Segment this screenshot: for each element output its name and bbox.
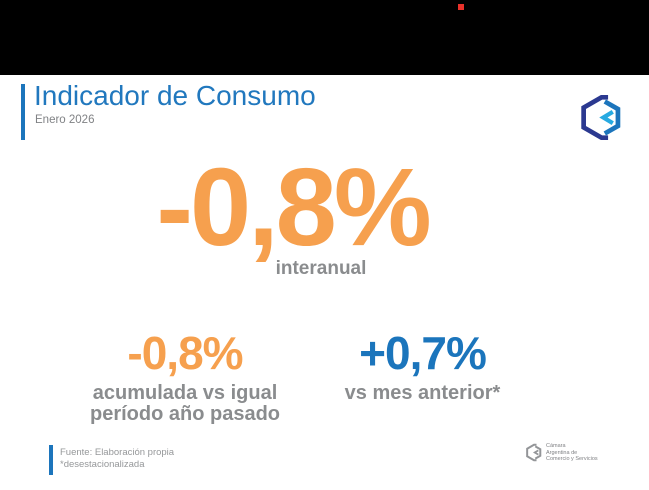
stat-accumulated-label-line1: acumulada vs igual: [92, 382, 278, 404]
stat-monthly: +0,7% vs mes anterior*: [310, 330, 535, 404]
stat-accumulated-label: acumulada vs igual período año pasado: [50, 383, 320, 425]
footer-source: Fuente: Elaboración propia *desestaciona…: [60, 447, 174, 471]
page-title: Indicador de Consumo: [34, 80, 316, 111]
stat-accumulated-value: -0,8%: [127, 327, 243, 379]
title-accent-bar: [21, 84, 25, 140]
main-kpi-value: -0,8%: [156, 146, 431, 269]
stat-monthly-label: vs mes anterior*: [344, 382, 501, 404]
footer-logo-line1: Cámara: [546, 443, 566, 449]
stat-monthly-value: +0,7%: [359, 327, 487, 379]
footer-source-line1: Fuente: Elaboración propia: [60, 447, 175, 458]
footer-logo-line2: Argentina de: [546, 449, 578, 456]
cac-logo-icon: [578, 94, 625, 141]
footer-logo-line3: Comercio y Servicios: [546, 456, 598, 462]
cac-logo-gray-icon: [526, 444, 542, 462]
footer-accent-bar: [49, 445, 53, 475]
footer-source-line2: *desestacionalizada: [60, 459, 145, 470]
stat-accumulated: -0,8% acumulada vs igual período año pas…: [50, 330, 320, 425]
page-subtitle: Enero 2026: [35, 114, 95, 126]
footer-logo-text: Cámara Argentina de Comercio y Servicios: [546, 443, 598, 463]
record-dot-icon: [458, 4, 464, 10]
top-letterbox-bar: [0, 0, 649, 75]
stat-accumulated-label-line2: período año pasado: [89, 403, 281, 425]
main-kpi-label: interanual: [275, 258, 367, 279]
footer-cac-logo: Cámara Argentina de Comercio y Servicios: [525, 443, 598, 463]
